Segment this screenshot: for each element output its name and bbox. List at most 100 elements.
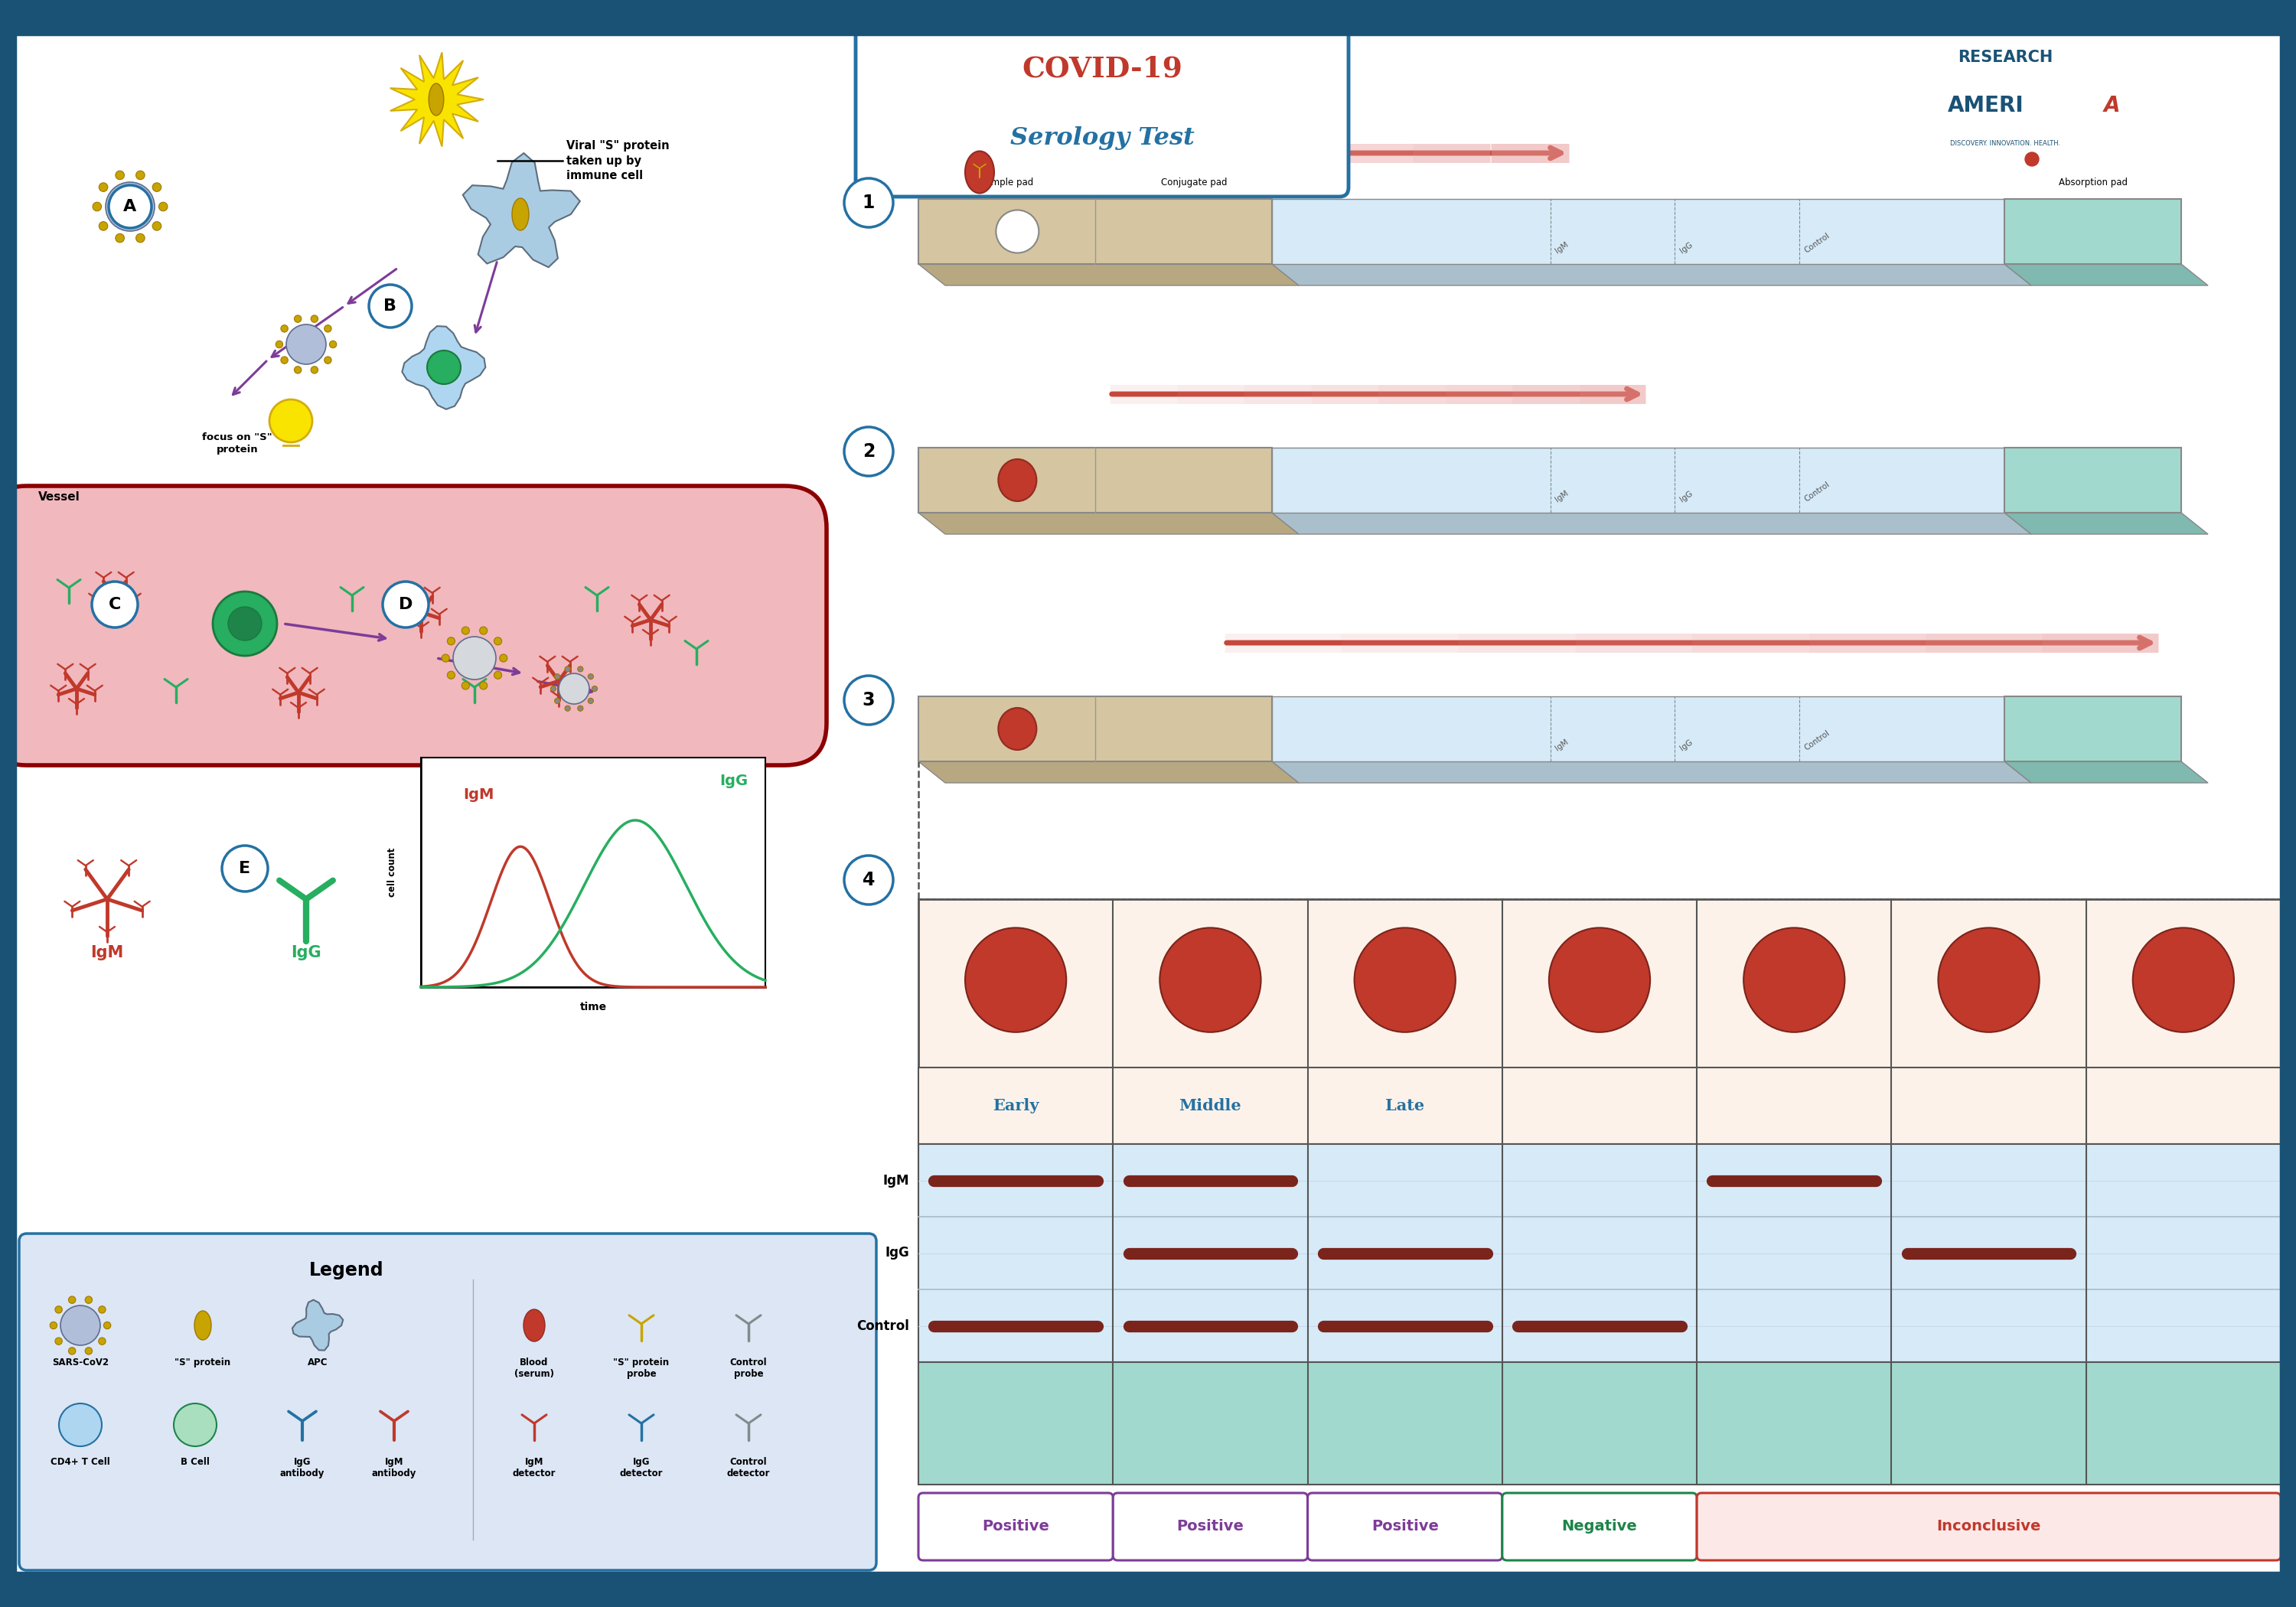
Text: APC: APC (308, 1358, 328, 1368)
Bar (2004, 199, 2181, 264)
Text: IgM: IgM (1554, 489, 1570, 503)
FancyBboxPatch shape (1697, 1493, 2280, 1560)
Bar (918, 1144, 2280, 1363)
Text: C: C (108, 596, 122, 612)
Polygon shape (390, 53, 484, 146)
Text: IgG: IgG (1678, 241, 1694, 256)
Text: 2: 2 (863, 442, 875, 461)
FancyBboxPatch shape (918, 1493, 1114, 1560)
Text: IgG
antibody: IgG antibody (280, 1458, 324, 1478)
Circle shape (592, 686, 597, 691)
Text: IgG: IgG (1678, 738, 1694, 752)
Text: Negative: Negative (1561, 1519, 1637, 1535)
Circle shape (152, 183, 161, 191)
Text: IgM: IgM (1554, 738, 1570, 752)
Circle shape (60, 1305, 101, 1345)
Circle shape (501, 654, 507, 662)
Circle shape (494, 672, 503, 680)
Text: Control: Control (1802, 480, 1832, 503)
Circle shape (223, 845, 269, 892)
Circle shape (92, 582, 138, 627)
Bar (2004, 448, 2181, 513)
Circle shape (55, 1337, 62, 1345)
Bar (420, 757, 765, 987)
Text: "S" protein
probe: "S" protein probe (613, 1358, 670, 1379)
Circle shape (135, 233, 145, 243)
Text: Vessel: Vessel (39, 492, 80, 503)
Circle shape (214, 591, 278, 656)
Text: 1: 1 (863, 193, 875, 212)
Circle shape (551, 686, 556, 691)
Circle shape (85, 1297, 92, 1303)
Circle shape (152, 222, 161, 230)
Ellipse shape (2133, 927, 2234, 1032)
Text: Control: Control (1802, 231, 1832, 256)
Text: CD4+ T Cell: CD4+ T Cell (51, 1458, 110, 1467)
Text: Blood
(serum): Blood (serum) (514, 1358, 553, 1379)
Circle shape (324, 325, 331, 333)
Circle shape (276, 341, 282, 349)
Polygon shape (292, 1300, 342, 1350)
Text: IgM: IgM (1554, 241, 1570, 256)
Circle shape (55, 1306, 62, 1313)
Text: Positive: Positive (1371, 1519, 1440, 1535)
Text: Serology Test: Serology Test (1010, 125, 1194, 149)
FancyBboxPatch shape (1309, 1493, 1502, 1560)
Text: Conjugate pad: Conjugate pad (1162, 177, 1228, 188)
Text: IgM: IgM (464, 787, 494, 802)
Text: Control: Control (1802, 730, 1832, 752)
Circle shape (461, 681, 468, 689)
Text: Legend: Legend (310, 1261, 383, 1279)
Circle shape (996, 211, 1038, 252)
Text: Positive: Positive (983, 1519, 1049, 1535)
Text: A: A (2103, 95, 2122, 116)
Text: "S" protein: "S" protein (174, 1358, 232, 1368)
Text: SARS-CoV2: SARS-CoV2 (53, 1358, 108, 1368)
Bar (0, 1573, 2296, 1607)
Circle shape (99, 1337, 106, 1345)
Text: Sample pad: Sample pad (980, 177, 1033, 188)
Circle shape (480, 681, 487, 689)
Ellipse shape (195, 1311, 211, 1340)
Circle shape (51, 1323, 57, 1329)
Circle shape (556, 697, 560, 704)
Text: IgM
antibody: IgM antibody (372, 1458, 416, 1478)
Circle shape (92, 202, 101, 211)
Bar (0, 0, 2296, 34)
Circle shape (579, 705, 583, 712)
Circle shape (448, 672, 455, 680)
Circle shape (2025, 153, 2039, 166)
Ellipse shape (512, 198, 528, 230)
Circle shape (328, 341, 338, 349)
Text: Control
detector: Control detector (728, 1458, 769, 1478)
Text: IgG
detector: IgG detector (620, 1458, 664, 1478)
Text: 4: 4 (863, 871, 875, 889)
Bar (1272, 448, 2004, 513)
Circle shape (370, 284, 411, 328)
Circle shape (845, 178, 893, 227)
Circle shape (69, 1297, 76, 1303)
Text: Late: Late (1384, 1098, 1424, 1114)
Circle shape (845, 675, 893, 725)
Text: D: D (400, 596, 413, 612)
Circle shape (452, 636, 496, 680)
Bar (918, 448, 1272, 513)
Polygon shape (464, 153, 581, 267)
Circle shape (845, 427, 893, 476)
Circle shape (579, 667, 583, 672)
Circle shape (448, 638, 455, 644)
Ellipse shape (1743, 927, 1844, 1032)
Circle shape (588, 673, 592, 680)
Circle shape (227, 607, 262, 641)
Circle shape (310, 315, 319, 323)
Polygon shape (1272, 762, 2032, 783)
Circle shape (135, 170, 145, 180)
Text: IgG: IgG (1678, 490, 1694, 503)
Text: E: E (239, 861, 250, 876)
FancyBboxPatch shape (1502, 1493, 1697, 1560)
Text: time: time (579, 1001, 606, 1012)
Circle shape (115, 233, 124, 243)
Polygon shape (918, 762, 1300, 783)
Text: IgG: IgG (719, 773, 748, 787)
Circle shape (383, 582, 429, 627)
